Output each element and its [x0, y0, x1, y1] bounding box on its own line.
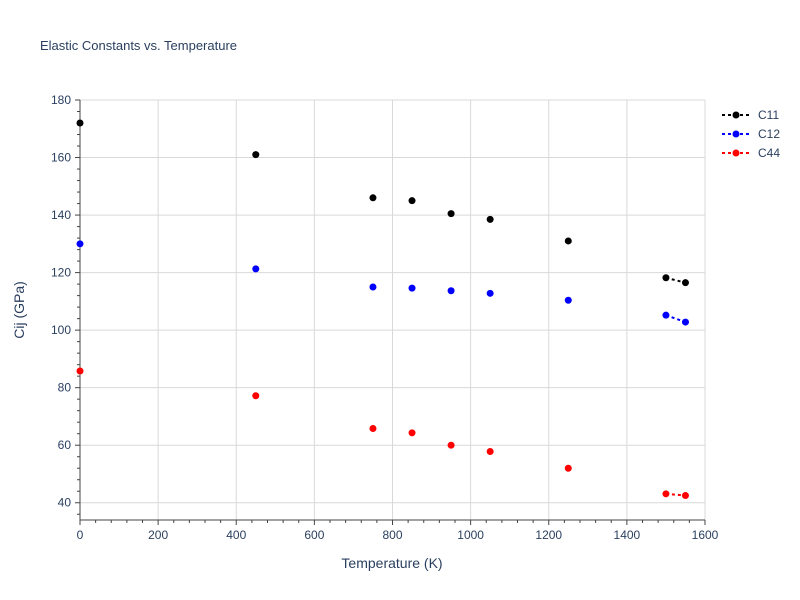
data-point [408, 284, 416, 292]
legend-item-c44[interactable]: C44 [722, 146, 780, 160]
y-tick-label: 140 [51, 208, 71, 222]
data-point [408, 429, 416, 437]
series-layer [76, 119, 689, 500]
legend-marker [732, 130, 740, 138]
data-point [447, 287, 455, 295]
data-point [662, 311, 670, 319]
data-point [369, 194, 377, 202]
data-point [662, 274, 670, 282]
x-tick-label: 600 [304, 528, 324, 542]
x-tick-label: 200 [148, 528, 168, 542]
data-point [76, 119, 84, 127]
legend-marker [732, 149, 740, 157]
data-point [76, 367, 84, 375]
y-tick-label: 180 [51, 93, 71, 107]
series-c44 [76, 367, 689, 500]
y-tick-label: 60 [58, 438, 72, 452]
y-tick-label: 120 [51, 266, 71, 280]
y-tick-label: 80 [58, 381, 72, 395]
y-ticks: 40 60 80 100 120 140 160 180 [51, 93, 80, 515]
x-tick-label: 1200 [535, 528, 562, 542]
data-point [486, 289, 494, 297]
grid [80, 99, 706, 520]
series-c12 [76, 240, 689, 326]
legend-item-c11[interactable]: C11 [722, 108, 779, 122]
x-ticks: 0 200 400 600 800 1000 1200 1400 1600 [77, 520, 719, 542]
y-axis-title: Cij (GPa) [11, 281, 27, 339]
data-point [681, 318, 689, 326]
x-tick-label: 1400 [614, 528, 641, 542]
data-point [76, 240, 84, 248]
x-tick-label: 400 [226, 528, 246, 542]
data-point [408, 197, 416, 205]
x-axis-title: Temperature (K) [341, 555, 442, 571]
data-point [447, 441, 455, 449]
data-point [564, 464, 572, 472]
data-point [564, 237, 572, 245]
x-tick-label: 1600 [692, 528, 719, 542]
y-tick-label: 160 [51, 151, 71, 165]
data-point [447, 210, 455, 218]
data-point [486, 448, 494, 456]
legend-label: C44 [758, 146, 780, 160]
data-point [252, 151, 260, 159]
legend[interactable]: C11 C12 C44 [722, 108, 780, 160]
legend-item-c12[interactable]: C12 [722, 127, 780, 141]
data-point [486, 215, 494, 223]
data-point [681, 492, 689, 500]
x-tick-label: 800 [382, 528, 402, 542]
x-tick-label: 1000 [457, 528, 484, 542]
data-point [369, 283, 377, 291]
series-c11 [76, 119, 689, 287]
data-point [252, 392, 260, 400]
chart-title: Elastic Constants vs. Temperature [40, 38, 237, 53]
data-point [564, 296, 572, 304]
data-point [662, 490, 670, 498]
data-point [369, 425, 377, 433]
legend-label: C11 [758, 108, 779, 122]
y-tick-label: 100 [51, 323, 71, 337]
legend-marker [732, 111, 740, 119]
data-point [252, 265, 260, 273]
y-tick-label: 40 [58, 496, 72, 510]
x-tick-label: 0 [77, 528, 84, 542]
data-point [681, 279, 689, 287]
legend-label: C12 [758, 127, 780, 141]
